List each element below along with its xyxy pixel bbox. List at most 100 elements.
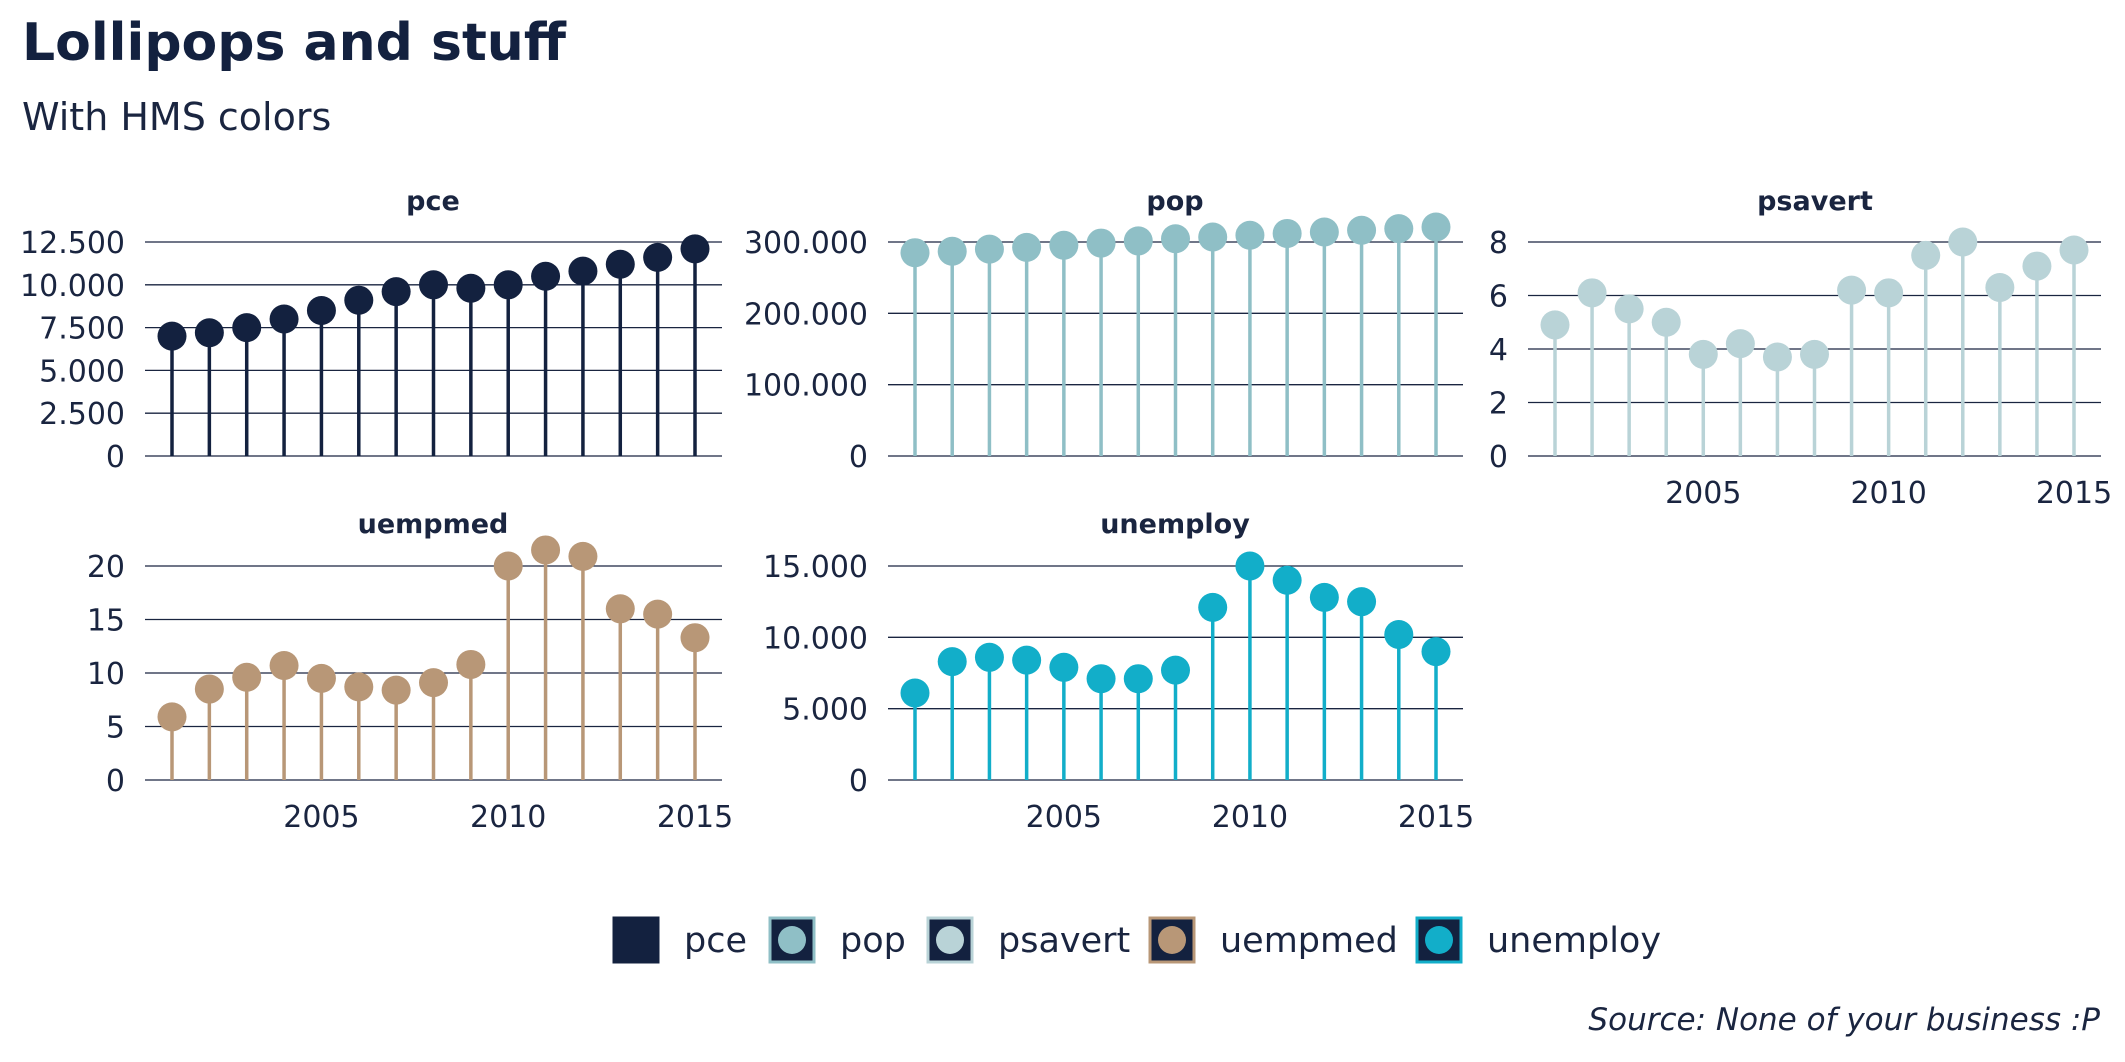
lollipop-point xyxy=(605,249,635,279)
lollipop-point xyxy=(157,702,187,732)
lollipop-point xyxy=(1235,220,1265,250)
legend-key xyxy=(612,916,660,964)
y-tick-label: 15.000 xyxy=(763,550,868,585)
lollipop-point xyxy=(1384,619,1414,649)
lollipop-point xyxy=(937,236,967,266)
lollipop-point xyxy=(456,649,486,679)
x-tick-label: 2015 xyxy=(2036,476,2112,511)
y-tick-label: 300.000 xyxy=(744,226,868,261)
lollipop-point xyxy=(1577,278,1607,308)
panel-pop: pop 0 100.000 200.000 300.000 xyxy=(744,186,1463,475)
y-tick-label: 6 xyxy=(1489,280,1508,315)
panel-title: psavert xyxy=(1757,186,1873,217)
lollipop-point xyxy=(680,623,710,653)
y-tick-label: 20 xyxy=(87,550,125,585)
y-tick-label: 5.000 xyxy=(39,354,125,389)
y-tick-label: 0 xyxy=(106,440,125,475)
lollipop-point xyxy=(1235,551,1265,581)
legend-item-pop: pop xyxy=(768,916,906,964)
y-tick-label: 12.500 xyxy=(20,226,125,261)
x-tick-label: 2015 xyxy=(657,800,733,835)
lollipop-point xyxy=(900,238,930,268)
lollipop-point xyxy=(974,642,1004,672)
y-tick-label: 2.500 xyxy=(39,397,125,432)
lollipop-point xyxy=(568,256,598,286)
legend-label: uempmed xyxy=(1220,921,1398,961)
x-tick-label: 2005 xyxy=(283,800,359,835)
lollipop-point xyxy=(306,295,336,325)
x-tick-label: 2010 xyxy=(470,800,546,835)
y-tick-label: 5 xyxy=(106,711,125,746)
y-tick-label: 2 xyxy=(1489,387,1508,422)
panel-uempmed: uempmed 0 5 10 15 20 2005 2010 2015 xyxy=(87,509,733,835)
y-tick-label: 0 xyxy=(106,764,125,799)
chart-title: Lollipops and stuff xyxy=(22,13,567,73)
y-tick-label: 7.500 xyxy=(39,312,125,347)
legend-key-point xyxy=(1158,926,1186,954)
lollipop-point xyxy=(1347,215,1377,245)
lollipop-point xyxy=(1421,212,1451,242)
lollipop-point xyxy=(157,321,187,351)
legend-item-pce: pce xyxy=(612,916,747,964)
lollipop-point xyxy=(1762,342,1792,372)
lollipop-point xyxy=(1651,307,1681,337)
legend-key-point xyxy=(936,926,964,954)
lollipop-point xyxy=(269,651,299,681)
lollipop-point xyxy=(1198,222,1228,252)
lollipop-point xyxy=(1123,664,1153,694)
x-tick-label: 2010 xyxy=(1212,800,1288,835)
lollipop-point xyxy=(1309,582,1339,612)
lollipop-point xyxy=(1837,275,1867,305)
legend-key-point xyxy=(1425,926,1453,954)
legend-label: psavert xyxy=(998,921,1130,961)
lollipop-point xyxy=(568,541,598,571)
lollipop-point xyxy=(1421,637,1451,667)
x-tick-label: 2005 xyxy=(1026,800,1102,835)
lollipop-point xyxy=(531,535,561,565)
legend-label: unemploy xyxy=(1487,921,1661,961)
y-tick-label: 10 xyxy=(87,657,125,692)
lollipop-point xyxy=(344,285,374,315)
lollipop-point xyxy=(1049,652,1079,682)
lollipop-point xyxy=(531,261,561,291)
lollipop-point xyxy=(344,672,374,702)
lollipop-point xyxy=(1985,272,2015,302)
lollipop-point xyxy=(1347,587,1377,617)
lollipop-point xyxy=(2059,235,2089,265)
y-tick-label: 10.000 xyxy=(20,269,125,304)
lollipop-point xyxy=(1688,339,1718,369)
legend-item-unemploy: unemploy xyxy=(1415,916,1661,964)
lollipop-point xyxy=(1198,592,1228,622)
lollipop-point xyxy=(1948,227,1978,257)
y-tick-label: 4 xyxy=(1489,333,1508,368)
lollipop-point xyxy=(1540,310,1570,340)
panel-title: unemploy xyxy=(1100,509,1250,540)
lollipop-point xyxy=(1049,230,1079,260)
lollipop-point xyxy=(1272,218,1302,248)
legend-label: pce xyxy=(684,921,747,961)
lollipop-point xyxy=(1012,232,1042,262)
x-tick-label: 2010 xyxy=(1850,476,1926,511)
lollipop-point xyxy=(1123,226,1153,256)
legend-item-uempmed: uempmed xyxy=(1148,916,1398,964)
x-tick-label: 2005 xyxy=(1665,476,1741,511)
y-tick-label: 10.000 xyxy=(763,621,868,656)
lollipop-point xyxy=(194,674,224,704)
lollipop-point xyxy=(1161,655,1190,685)
panel-unemploy: unemploy 0 5.000 10.000 15.000 2005 2010 2015 xyxy=(763,509,1474,835)
lollipop-point xyxy=(1800,339,1829,369)
panel-title: uempmed xyxy=(358,509,509,540)
lollipop-point xyxy=(381,277,411,307)
lollipop-point xyxy=(381,675,411,705)
y-tick-label: 0 xyxy=(849,764,868,799)
y-tick-label: 200.000 xyxy=(744,297,868,332)
lollipop-point xyxy=(1384,214,1414,244)
lollipop-point xyxy=(643,242,673,272)
lollipop-point xyxy=(1086,228,1116,258)
lollipop-point xyxy=(680,234,710,264)
y-tick-label: 100.000 xyxy=(744,369,868,404)
legend-key-point xyxy=(778,926,806,954)
lollipop-point xyxy=(419,270,448,300)
lollipop-point xyxy=(493,551,523,581)
legend-label: pop xyxy=(840,921,906,961)
